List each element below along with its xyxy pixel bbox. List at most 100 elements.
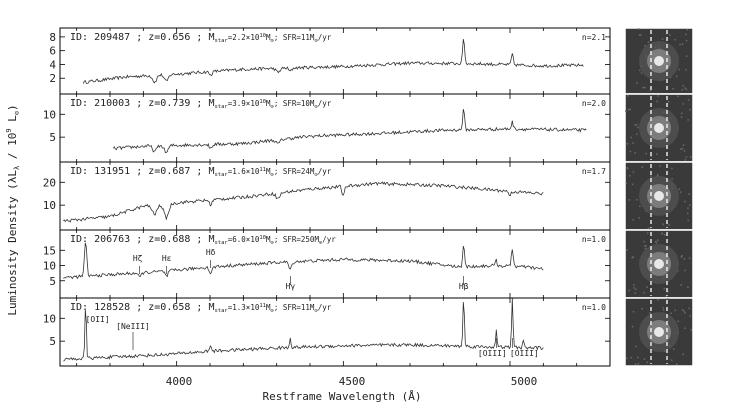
- thumbnail-noise: [678, 68, 680, 71]
- thumbnail-noise: [631, 183, 634, 186]
- thumbnail-noise: [680, 256, 683, 258]
- thumbnail-noise: [632, 142, 634, 144]
- thumbnail-noise: [636, 82, 638, 84]
- thumbnail-noise: [644, 247, 647, 250]
- thumbnail-noise: [679, 191, 682, 193]
- thumbnail-noise: [688, 193, 690, 195]
- thumbnail-noise: [646, 286, 648, 288]
- thumbnail-noise: [629, 108, 631, 111]
- thumbnail-noise: [681, 255, 683, 257]
- thumbnail-noise: [656, 100, 658, 103]
- thumbnail-noise: [683, 310, 685, 312]
- thumbnail-noise: [682, 103, 685, 105]
- thumbnail-noise: [672, 88, 674, 90]
- line-annotation: [OIII]: [478, 349, 507, 358]
- galaxy-thumbnail: [624, 93, 694, 163]
- thumbnail-noise: [632, 171, 635, 173]
- y-tick-label: 5: [49, 275, 56, 288]
- thumbnail-noise: [685, 156, 688, 158]
- thumbnail-noise: [685, 88, 688, 91]
- sersic-index-label: n=2.0: [582, 99, 606, 108]
- panel-info-label: ID: 131951 ; z=0.687 ; Mstar=1.6×1011M⊙;…: [70, 166, 332, 178]
- thumbnail-noise: [630, 356, 633, 359]
- thumbnail-noise: [685, 55, 688, 57]
- thumbnail-noise: [670, 312, 672, 314]
- thumbnail-noise: [638, 28, 640, 30]
- sersic-index-label: n=1.0: [582, 235, 606, 244]
- thumbnail-noise: [672, 348, 675, 350]
- thumbnail-noise: [681, 43, 684, 45]
- thumbnail-noise: [687, 119, 689, 121]
- y-tick-label: 4: [49, 58, 56, 71]
- x-tick-label: 5000: [511, 375, 538, 388]
- x-axis-label: Restframe Wavelength (Å): [263, 390, 422, 403]
- thumbnail-noise: [657, 173, 659, 176]
- thumbnail-background: [624, 297, 694, 367]
- thumbnail-noise: [667, 291, 669, 293]
- thumbnail-noise: [684, 159, 687, 161]
- y-tick-label: 5: [49, 131, 56, 144]
- thumbnail-noise: [689, 315, 691, 317]
- thumbnail-noise: [675, 363, 678, 365]
- thumbnail-noise: [627, 108, 630, 111]
- thumbnail-noise: [644, 245, 646, 247]
- thumbnail-noise: [685, 33, 687, 36]
- thumbnail-noise: [626, 357, 628, 360]
- thumbnail-noise: [687, 286, 689, 288]
- thumbnail-noise: [632, 284, 635, 286]
- thumbnail-noise: [646, 232, 649, 234]
- y-tick-label: 5: [49, 335, 56, 348]
- spectrum-line: [63, 242, 544, 280]
- y-tick-label: 10: [43, 312, 56, 325]
- panel-info-label: ID: 209487 ; z=0.656 ; Mstar=2.2×1010M⊙;…: [70, 32, 332, 44]
- thumbnail-noise: [663, 287, 666, 290]
- thumbnail-noise: [650, 175, 652, 177]
- galaxy-core: [654, 327, 664, 337]
- panel-frame: [59, 297, 611, 367]
- thumbnail-noise: [630, 136, 632, 139]
- thumbnail-noise: [647, 227, 650, 230]
- spectrum-panel: 5 10 15 ID: 206763 ; z=0.688 ; Mstar=6.0×10…: [43, 229, 611, 299]
- galaxy-core: [654, 123, 664, 133]
- thumbnail-noise: [689, 109, 691, 111]
- thumbnail-noise: [687, 207, 689, 209]
- thumbnail-noise: [683, 150, 686, 152]
- thumbnail-noise: [628, 199, 631, 201]
- y-tick-label: 10: [43, 108, 56, 121]
- thumbnail-noise: [684, 269, 686, 272]
- thumbnail-noise: [632, 310, 635, 313]
- thumbnail-noise: [639, 69, 641, 72]
- thumbnail-noise: [677, 270, 679, 272]
- thumbnail-noise: [637, 362, 640, 365]
- thumbnail-noise: [687, 219, 689, 222]
- thumbnail-noise: [642, 86, 644, 89]
- thumbnail-noise: [679, 43, 681, 46]
- thumbnail-noise: [634, 124, 637, 126]
- thumbnail-noise: [686, 28, 688, 31]
- thumbnail-noise: [660, 232, 663, 235]
- thumbnail-noise: [670, 359, 673, 361]
- thumbnail-noise: [683, 258, 686, 260]
- thumbnail-noise: [634, 152, 636, 154]
- thumbnail-noise: [647, 41, 650, 43]
- galaxy-core: [654, 191, 664, 201]
- thumbnail-noise: [680, 284, 682, 286]
- thumbnail-noise: [682, 144, 685, 146]
- spectrum-line: [82, 39, 584, 84]
- y-tick-label: 8: [49, 31, 56, 44]
- thumbnail-noise: [659, 165, 661, 167]
- thumbnail-noise: [680, 112, 683, 115]
- thumbnail-noise: [657, 299, 659, 301]
- thumbnail-noise: [637, 126, 639, 129]
- thumbnail-noise: [643, 358, 646, 360]
- thumbnail-noise: [687, 99, 690, 101]
- thumbnail-noise: [671, 178, 673, 180]
- thumbnail-noise: [636, 133, 638, 136]
- thumbnail-noise: [684, 312, 686, 314]
- thumbnail-noise: [626, 249, 628, 251]
- y-tick-label: 10: [43, 199, 56, 212]
- thumbnail-noise: [682, 84, 684, 87]
- thumbnail-noise: [656, 175, 659, 177]
- y-tick-label: 20: [43, 176, 56, 189]
